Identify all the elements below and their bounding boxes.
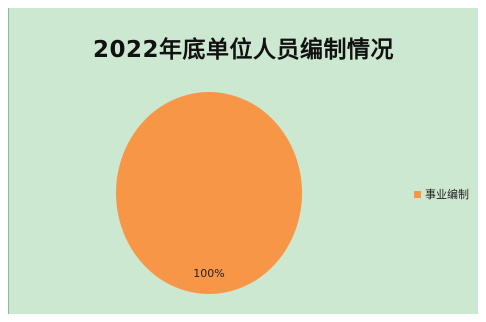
pie-plot: 100% <box>116 92 302 294</box>
legend: 事业编制 <box>414 186 469 202</box>
pie-slices: 100% <box>116 92 302 294</box>
chart-area: 2022年底单位人员编制情况 100% 事业编制 <box>8 8 478 314</box>
legend-swatch <box>414 190 421 198</box>
chart-title: 2022年底单位人员编制情况 <box>92 37 394 63</box>
legend-label: 事业编制 <box>425 188 469 201</box>
data-label-0: 100% <box>193 267 224 280</box>
pie-slice-0 <box>116 92 302 294</box>
